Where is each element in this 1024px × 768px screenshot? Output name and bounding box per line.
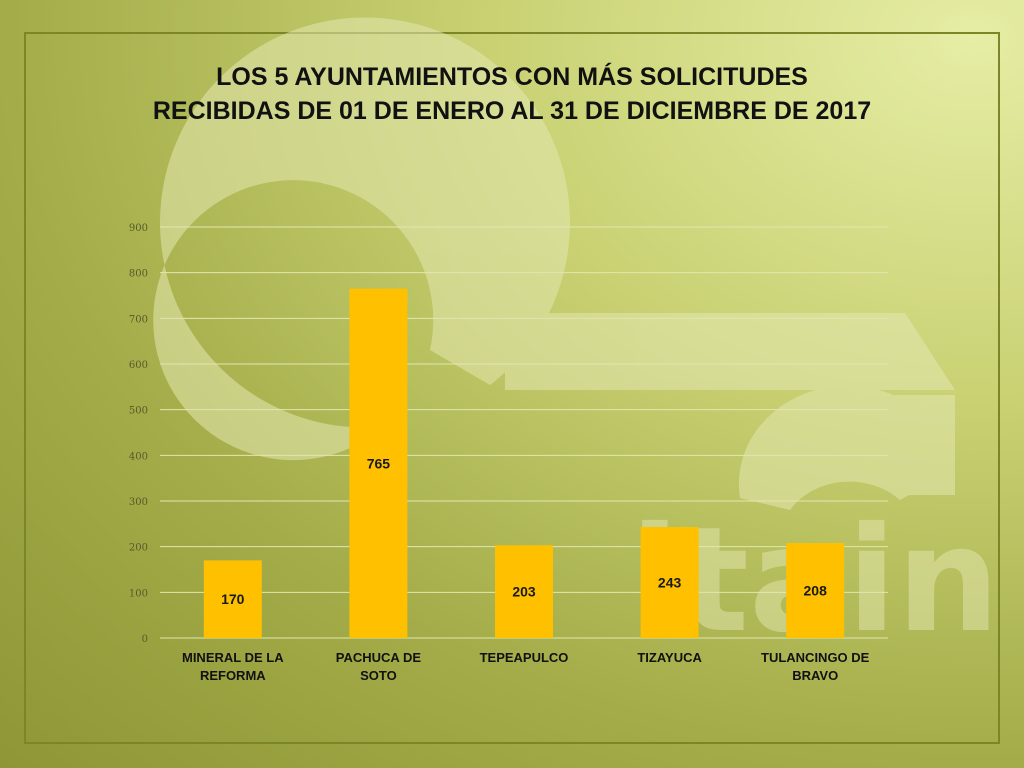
y-tick-label: 0 <box>142 634 148 645</box>
bar <box>203 560 262 638</box>
x-tick-label: TEPEAPULCO <box>480 650 569 665</box>
x-tick-label: PACHUCA DE <box>336 650 422 665</box>
bar <box>349 288 408 638</box>
title-line-2: RECIBIDAS DE 01 DE ENERO AL 31 DE DICIEM… <box>152 97 872 125</box>
data-label: 243 <box>658 575 682 591</box>
data-label: 170 <box>221 591 245 607</box>
x-tick-label: TULANCINGO DE <box>761 650 870 665</box>
data-label: 208 <box>804 583 828 599</box>
data-label: 203 <box>512 584 536 600</box>
x-tick-label: TIZAYUCA <box>637 650 702 665</box>
y-tick-label: 900 <box>129 223 148 234</box>
x-tick-label: SOTO <box>360 668 397 683</box>
x-tick-label: REFORMA <box>200 668 266 683</box>
bar <box>495 545 553 638</box>
x-tick-label: BRAVO <box>792 668 838 683</box>
data-label: 765 <box>367 455 391 471</box>
y-tick-label: 800 <box>129 269 148 280</box>
bar <box>786 543 845 638</box>
bar <box>640 527 699 638</box>
y-tick-label: 500 <box>129 406 148 417</box>
y-tick-label: 300 <box>129 497 148 508</box>
chart-title: LOS 5 AYUNTAMIENTOS CON MÁS SOLICITUDES … <box>40 60 984 128</box>
x-tick-label: MINERAL DE LA <box>182 650 284 665</box>
y-tick-label: 600 <box>129 360 148 371</box>
title-line-1: LOS 5 AYUNTAMIENTOS CON MÁS SOLICITUDES <box>216 63 808 91</box>
slide-frame <box>24 32 1000 744</box>
y-tick-label: 700 <box>129 314 148 325</box>
y-tick-label: 400 <box>129 451 148 462</box>
y-tick-label: 100 <box>129 588 148 599</box>
y-tick-label: 200 <box>129 543 148 554</box>
